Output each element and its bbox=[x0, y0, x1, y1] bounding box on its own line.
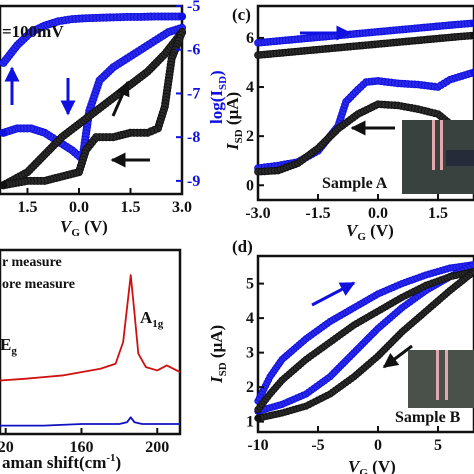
series-group bbox=[254, 260, 474, 422]
bias-annotation: =100mV bbox=[2, 22, 64, 41]
series-line bbox=[0, 416, 180, 427]
x-tick-labels: 20 160 200 bbox=[0, 428, 169, 456]
y-tick-label: 6 bbox=[246, 30, 254, 47]
plot-frame bbox=[0, 4, 184, 196]
right-tick-label: -8 bbox=[187, 129, 200, 146]
x-axis-label: aman shift(cm-1) bbox=[2, 452, 121, 472]
x-tick-label: -1.5 bbox=[305, 205, 330, 222]
data-point bbox=[0, 128, 8, 137]
right-tick-label: -7 bbox=[187, 85, 200, 102]
peak-label-a1g: A1g bbox=[140, 308, 164, 330]
data-point bbox=[470, 19, 474, 28]
x-tick-label: 160 bbox=[69, 439, 93, 456]
x-tick-label: 0.0 bbox=[368, 205, 388, 222]
x-axis-label: VG (V) bbox=[346, 221, 394, 243]
panel-d: (d) Sample B 1 2 3 4 5 -10 -5 0 5 ISD (μA) VG (… bbox=[207, 237, 474, 474]
x-tick-label: 1.5 bbox=[17, 199, 37, 216]
data-point bbox=[254, 414, 262, 422]
y-tick-label: 1 bbox=[246, 414, 254, 431]
right-tick-label: -6 bbox=[187, 42, 200, 59]
x-tick-label: 1.5 bbox=[428, 205, 448, 222]
panel-c: (c) Sample A 0 2 4 6 -3.0 -1.5 0.0 1.5 ISD (μA… bbox=[223, 4, 474, 243]
y-tick-label: 2 bbox=[246, 128, 254, 145]
x-axis-label: VG (V) bbox=[60, 217, 108, 239]
y-axis-label: ISD (μA) bbox=[207, 325, 229, 384]
legend-entry: r measure bbox=[2, 255, 62, 270]
y-tick-labels: 0 2 4 6 bbox=[246, 30, 264, 194]
plot-frame bbox=[256, 254, 474, 434]
x-tick-label: 1.5 bbox=[120, 199, 140, 216]
x-tick-label: 200 bbox=[145, 439, 169, 456]
sample-label: Sample A bbox=[322, 175, 388, 192]
plot-frame bbox=[256, 4, 474, 202]
x-tick-label: 5 bbox=[434, 437, 442, 454]
series-group bbox=[254, 19, 474, 176]
y-tick-label: 5 bbox=[246, 276, 254, 293]
x-tick-labels: -10 -5 0 5 bbox=[247, 426, 442, 454]
sweep-arrow bbox=[382, 344, 413, 369]
x-tick-label: -3.0 bbox=[245, 205, 270, 222]
peak-label-eg: Eg bbox=[0, 335, 17, 357]
panel-top-left: =100mV 1.5 0.0 1.5 3.0 VG (V) -5 -6 -7 -8 -9 lo… bbox=[0, 0, 229, 239]
x-tick-labels: -3.0 -1.5 0.0 1.5 bbox=[245, 194, 448, 222]
right-tick-labels: -5 -6 -7 -8 -9 bbox=[176, 0, 200, 190]
y-tick-label: 4 bbox=[246, 79, 254, 96]
y-tick-label: 0 bbox=[246, 177, 254, 194]
y-tick-label: 3 bbox=[246, 345, 254, 362]
legend: r measure ore measure bbox=[2, 255, 75, 292]
right-tick-label: -9 bbox=[187, 173, 200, 190]
y-tick-label: 4 bbox=[246, 310, 254, 327]
panel-label: (d) bbox=[232, 237, 253, 256]
x-tick-label: -5 bbox=[311, 437, 324, 454]
data-point bbox=[177, 12, 187, 21]
right-axis-label: log(ISD) bbox=[207, 70, 229, 124]
y-tick-label: 2 bbox=[246, 379, 254, 396]
sample-label: Sample B bbox=[395, 409, 461, 426]
x-tick-label: 0.0 bbox=[69, 199, 89, 216]
data-point bbox=[470, 68, 474, 77]
x-axis-label: VG (V) bbox=[348, 457, 396, 474]
right-tick-label: -5 bbox=[187, 0, 200, 15]
sweep-arrow bbox=[111, 80, 130, 117]
series-group bbox=[0, 12, 187, 190]
legend-entry: ore measure bbox=[2, 277, 75, 292]
x-tick-labels: 1.5 0.0 1.5 3.0 bbox=[17, 188, 192, 216]
y-tick-labels: 1 2 3 4 5 bbox=[246, 276, 264, 431]
series-line bbox=[0, 274, 181, 382]
panel-raman: r measure ore measure A1g Eg 20 160 200 am… bbox=[0, 248, 182, 472]
x-tick-label: -10 bbox=[247, 437, 268, 454]
data-point bbox=[0, 181, 8, 190]
sweep-arrow bbox=[311, 281, 356, 307]
x-tick-label: 20 bbox=[0, 439, 14, 456]
device-micrograph bbox=[402, 120, 474, 194]
y-axis-label: ISD (μA) bbox=[223, 92, 245, 151]
series-group bbox=[0, 274, 181, 427]
device-micrograph bbox=[408, 350, 474, 408]
plot-frame bbox=[0, 248, 182, 436]
x-tick-label: 0 bbox=[374, 437, 382, 454]
panel-label: (c) bbox=[232, 5, 251, 24]
data-point bbox=[470, 31, 474, 40]
x-tick-label: 3.0 bbox=[172, 199, 192, 216]
